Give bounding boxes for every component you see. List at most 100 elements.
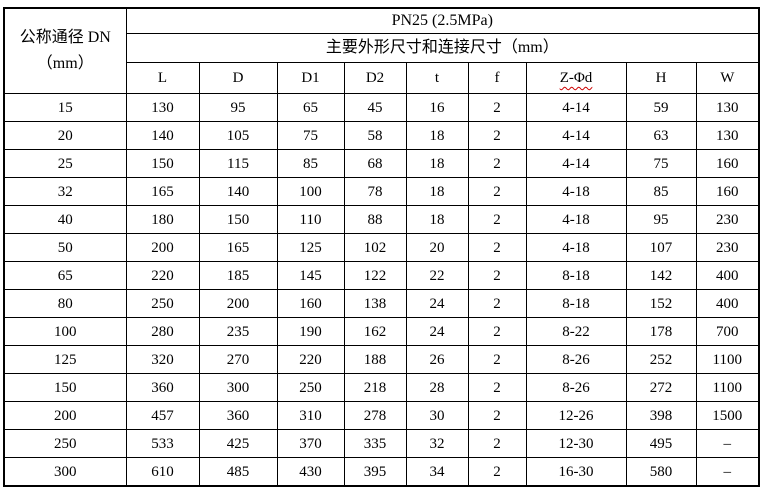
- dimension-value: 58: [343, 121, 407, 150]
- dimension-value: 28: [405, 373, 469, 402]
- dimension-value: 485: [198, 457, 278, 487]
- dn-value: 20: [3, 121, 127, 150]
- dimension-value: 400: [695, 289, 760, 318]
- dimension-value: 230: [695, 205, 760, 234]
- dn-value: 100: [3, 317, 127, 346]
- dimension-value: 1100: [695, 373, 760, 402]
- dimension-value: 8-18: [525, 261, 627, 290]
- dimension-value: 2: [467, 149, 527, 178]
- dimension-value: 95: [625, 205, 697, 234]
- dimension-value: 457: [125, 401, 200, 430]
- dimension-value: 85: [276, 149, 345, 178]
- dimension-value: 165: [198, 233, 278, 262]
- dimension-value: 1500: [695, 401, 760, 430]
- dimension-value: 59: [625, 93, 697, 122]
- dimension-value: 2: [467, 177, 527, 206]
- dimension-value: 140: [198, 177, 278, 206]
- dimension-value: 18: [405, 149, 469, 178]
- col-header-D: D: [198, 62, 278, 94]
- dimension-value: –: [695, 457, 760, 487]
- table-row: 200 457 360 310 278 30 2 12-26 398 1500: [3, 401, 760, 430]
- dimension-value: 75: [276, 121, 345, 150]
- table-row: 15 130 95 65 45 16 2 4-14 59 130: [3, 93, 760, 122]
- dimension-value: 190: [276, 317, 345, 346]
- dimension-value: 2: [467, 121, 527, 150]
- dimension-value: 2: [467, 205, 527, 234]
- z-phi-d-label: Z-Φd: [559, 70, 593, 86]
- dimension-value: 4-18: [525, 233, 627, 262]
- dimension-value: 18: [405, 121, 469, 150]
- table-row: 32 165 140 100 78 18 2 4-18 85 160: [3, 177, 760, 206]
- dimension-value: 2: [467, 457, 527, 487]
- dimension-value: 95: [198, 93, 278, 122]
- dimension-value: 125: [276, 233, 345, 262]
- table-row: 150 360 300 250 218 28 2 8-26 272 1100: [3, 373, 760, 402]
- dimension-value: 65: [276, 93, 345, 122]
- dimension-value: 4-18: [525, 177, 627, 206]
- dimension-value: 16: [405, 93, 469, 122]
- dn-value: 80: [3, 289, 127, 318]
- dimension-value: 8-18: [525, 289, 627, 318]
- col-header-f: f: [467, 62, 527, 94]
- dimension-value: 360: [198, 401, 278, 430]
- dimension-value: 533: [125, 429, 200, 458]
- dimension-value: 4-14: [525, 121, 627, 150]
- dimension-value: –: [695, 429, 760, 458]
- dimension-value: 2: [467, 401, 527, 430]
- dimension-value: 110: [276, 205, 345, 234]
- dimension-value: 185: [198, 261, 278, 290]
- dimension-value: 4-14: [525, 93, 627, 122]
- dimension-value: 4-14: [525, 149, 627, 178]
- dimension-value: 270: [198, 345, 278, 374]
- dimension-value: 8-26: [525, 373, 627, 402]
- dimension-value: 360: [125, 373, 200, 402]
- dimension-value: 395: [343, 457, 407, 487]
- corner-header-line1: 公称通径 DN: [19, 29, 111, 47]
- dimension-value: 150: [198, 205, 278, 234]
- dimension-value: 30: [405, 401, 469, 430]
- dimension-value: 24: [405, 317, 469, 346]
- dimension-value: 24: [405, 289, 469, 318]
- col-header-D2: D2: [343, 62, 407, 94]
- header-row-dimensions-title: 主要外形尺寸和连接尺寸（mm）: [4, 33, 760, 63]
- dimension-value: 105: [198, 121, 278, 150]
- dimension-value: 12-26: [525, 401, 627, 430]
- dimension-value: 142: [625, 261, 697, 290]
- table-row: 125 320 270 220 188 26 2 8-26 252 1100: [3, 345, 760, 374]
- dn-value: 15: [3, 93, 127, 122]
- dimension-value: 165: [125, 177, 200, 206]
- dimension-value: 18: [405, 205, 469, 234]
- table-row: 300 610 485 430 395 34 2 16-30 580–: [3, 457, 760, 487]
- table-row: 250 533 425 370 335 32 2 12-30 495–: [3, 429, 760, 458]
- corner-header-line2: （mm）: [36, 55, 94, 72]
- dimension-value: 610: [125, 457, 200, 487]
- table-row: 50 200 165 125 102 20 2 4-18 107 230: [3, 233, 760, 262]
- dimension-value: 230: [695, 233, 760, 262]
- dn-value: 125: [3, 345, 127, 374]
- table-row: 65 220 185 145 122 22 2 8-18 142 400: [3, 261, 760, 290]
- header-row-columns: L D D1 D2 t f Z-Φd H W: [4, 62, 760, 94]
- dimension-value: 2: [467, 261, 527, 290]
- dimension-value: 8-26: [525, 345, 627, 374]
- dimension-value: 2: [467, 289, 527, 318]
- col-header-t: t: [405, 62, 469, 94]
- dn-value: 300: [3, 457, 127, 487]
- dimension-value: 4-18: [525, 205, 627, 234]
- table-row: 40 180 150 110 88 18 2 4-18 95 230: [3, 205, 760, 234]
- table-body: 15 130 95 65 45 16 2 4-14 59 130 20 140 105 75 58 18 2 4-…: [3, 93, 760, 487]
- dimension-value: 63: [625, 121, 697, 150]
- dimension-value: 220: [125, 261, 200, 290]
- dimension-value: 250: [125, 289, 200, 318]
- col-header-L: L: [125, 62, 200, 94]
- dimension-value: 122: [343, 261, 407, 290]
- dimension-value: 300: [198, 373, 278, 402]
- dimension-value: 140: [125, 121, 200, 150]
- dimension-value: 252: [625, 345, 697, 374]
- dimension-value: 68: [343, 149, 407, 178]
- dimension-value: 398: [625, 401, 697, 430]
- dimension-value: 22: [405, 261, 469, 290]
- dimension-value: 18: [405, 177, 469, 206]
- dimension-value: 75: [625, 149, 697, 178]
- dimension-value: 107: [625, 233, 697, 262]
